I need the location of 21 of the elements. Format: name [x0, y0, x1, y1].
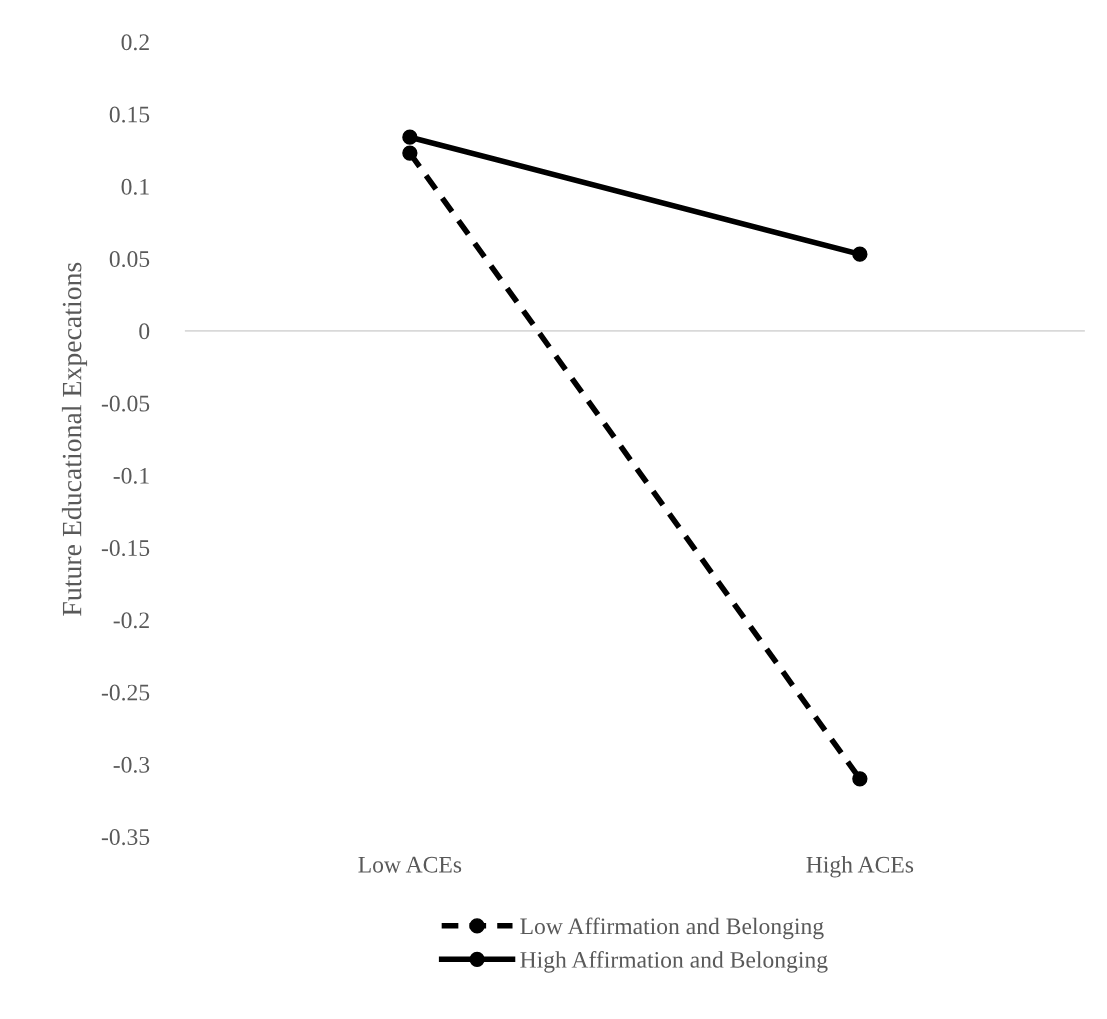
y-tick-label: 0 [139, 323, 150, 340]
legend-label: High Affirmation and Belonging [520, 950, 828, 973]
point [852, 246, 868, 262]
y-tick-label: 0.1 [121, 178, 149, 195]
y-tick-label: -0.3 [113, 756, 150, 773]
point [402, 129, 418, 145]
y-tick-label: -0.05 [101, 395, 150, 412]
y-tick-label: -0.1 [113, 467, 149, 484]
y-tick-label: -0.35 [101, 829, 150, 846]
y-tick-label: -0.15 [101, 540, 150, 557]
y-tick-label: 0.05 [109, 251, 150, 268]
legend-label: Low Affirmation and Belonging [520, 917, 824, 940]
point [402, 145, 418, 161]
y-tick-label: -0.25 [101, 684, 150, 701]
y-tick-label: 0.2 [121, 34, 149, 51]
y-axis-title: Future Educational Expecations [61, 262, 88, 616]
x-tick-label: Low ACEs [358, 856, 462, 873]
y-tick-label: 0.15 [109, 106, 150, 123]
x-tick-label: High ACEs [806, 856, 914, 878]
point [852, 771, 868, 787]
y-tick-label: -0.2 [113, 612, 149, 629]
